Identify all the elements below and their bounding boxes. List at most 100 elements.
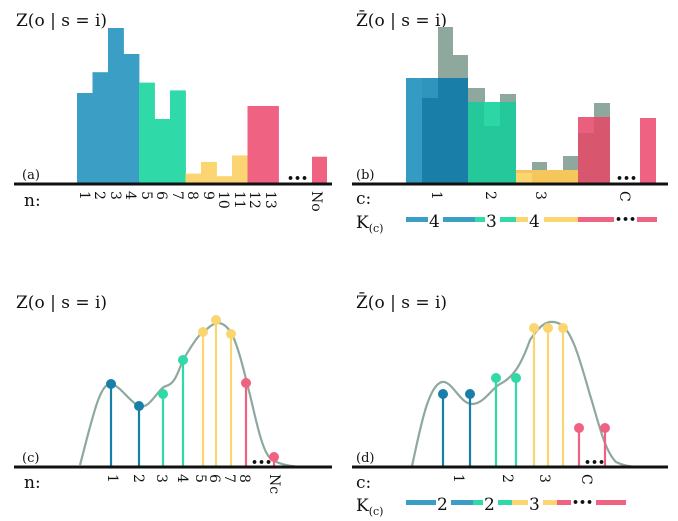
panel-d-tag: (d) (356, 451, 374, 466)
panel-a-bar-last (312, 156, 327, 184)
panel-b-tag: (b) (356, 168, 374, 183)
panel-d-ellipsis: ••• (584, 456, 605, 469)
panel-a-bar (154, 119, 171, 184)
panel-c-tick-label: 8 (236, 474, 252, 483)
panel-a-ellipsis: ••• (287, 172, 308, 185)
panel-d-stem-dot (543, 323, 553, 333)
panel-c-tick-label: 1 (104, 474, 120, 483)
panel-b-gray-2 (453, 55, 468, 78)
panel-c-tick-label: 3 (153, 474, 169, 483)
panel-a-bar (216, 176, 233, 184)
panel-d-stem-dot (511, 373, 521, 383)
panel-b-bar-last (640, 118, 656, 184)
panel-c-stem-dot (106, 379, 116, 389)
panel-d-stem-dot (574, 423, 584, 433)
panel-d-title: Z̄(o | s = i) (356, 291, 447, 313)
panel-d-tick-label: 2 (499, 474, 515, 483)
panel-b-bar-2b (484, 102, 500, 126)
panel-c-tag: (c) (22, 451, 39, 466)
panel-b-tick-label: C (616, 191, 632, 202)
panel-a-bar (247, 106, 264, 184)
panel-c-stem-dot (241, 378, 251, 388)
panel-d-k-seg (596, 500, 626, 505)
panel-c-title: Z(o | s = i) (16, 293, 107, 313)
panel-a-bar (170, 90, 186, 184)
panel-a: Z(o | s = i) (a) ••• n: 1 2 3 4 5 6 7 8 9 10 11 12 1… (14, 11, 332, 212)
panel-d-tick-label: 1 (450, 474, 466, 483)
panel-b-tick-label: 1 (428, 191, 444, 200)
panel-d-tick-label: C (578, 474, 594, 485)
panel-a-tick-label: 13 (262, 191, 278, 209)
panel-d-stem-dot (438, 389, 448, 399)
panel-a-bar (263, 106, 279, 184)
panel-b-k-value-3: 4 (529, 212, 540, 232)
panel-c-stem-dot (134, 401, 144, 411)
panel-b-ellipsis: ••• (616, 172, 637, 185)
panel-a-bar (185, 173, 202, 184)
panel-a-histogram (77, 28, 327, 184)
panel-b-histogram (406, 27, 656, 184)
panel-d-stem-dot (529, 323, 539, 333)
panel-b-bar-4a (578, 117, 594, 133)
panel-b-k-seg (406, 217, 428, 222)
panel-a-bar (123, 54, 140, 184)
panel-b-k-seg (637, 217, 657, 222)
panel-b-gray-7 (594, 103, 610, 117)
panel-d-stem-dot (600, 423, 610, 433)
panel-a-title: Z(o | s = i) (16, 11, 107, 31)
panel-b-gray-4 (500, 94, 516, 102)
panel-a-tick-label: 7 (169, 191, 185, 200)
panel-d-k-seg (451, 500, 473, 505)
panel-d-stem-dot (491, 373, 501, 383)
panel-a-bar (201, 161, 217, 184)
panel-d-k-seg (498, 500, 512, 505)
panel-b: Z̄(o | s = i) (b) ••• (352, 9, 668, 235)
panel-d-stem-dot (558, 323, 568, 333)
panel-c-tick-label: Nc (266, 474, 282, 494)
panel-a-tick-label: 9 (200, 191, 216, 200)
panel-b-gray-1 (438, 27, 453, 78)
panel-a-tick-label: 11 (231, 191, 247, 209)
panel-c-stem-dot (178, 355, 188, 365)
panel-b-ticks: 1 2 3 C (428, 191, 632, 202)
panel-d-k-seg (473, 500, 483, 505)
panel-a-tick-label: 6 (153, 191, 169, 200)
panel-a-tick-label: 12 (246, 191, 262, 209)
panel-b-k-value-1: 4 (429, 212, 440, 232)
panel-a-row-label: n: (24, 191, 41, 211)
panel-b-k-seg (516, 217, 528, 222)
panel-c-tick-label: 2 (130, 474, 146, 483)
panel-a-tick-label: 10 (215, 191, 231, 209)
panel-b-row-label: c: (356, 189, 371, 209)
panel-d-k-seg (512, 500, 528, 505)
panel-c-row-label: n: (24, 473, 41, 493)
panel-b-k-label: K(c) (356, 213, 383, 235)
panel-a-tick-label: 8 (184, 191, 200, 200)
panel-b-k-row: K(c) 4 3 4 ••• (356, 212, 657, 235)
panel-d-k-ellipsis: ••• (572, 496, 593, 509)
panel-b-k-seg (578, 217, 614, 222)
panel-d-stems (438, 323, 610, 467)
panel-a-tick-label: No (308, 191, 324, 212)
panel-d-ticks: 1 2 3 C (450, 474, 594, 485)
panel-b-k-seg (500, 217, 516, 222)
panel-b-title: Z̄(o | s = i) (356, 9, 447, 31)
panel-c-tick-label: 4 (174, 474, 190, 483)
panel-b-bar-1a (406, 78, 422, 184)
panel-c-stem-dot (158, 389, 168, 399)
panel-b-gray-6 (563, 156, 578, 170)
panel-b-k-value-2: 3 (486, 212, 497, 232)
panel-d-k-seg (543, 500, 557, 505)
panel-d-k-row: K(c) 2 2 3 ••• (356, 495, 626, 518)
panel-b-gray-5 (532, 162, 547, 170)
panel-c-ellipsis: ••• (251, 456, 272, 469)
panel-a-bar (108, 28, 124, 184)
panel-b-k-seg (443, 217, 475, 222)
panel-d-k-value-2: 2 (484, 495, 495, 515)
panel-a-tick-label: 4 (122, 191, 138, 200)
panel-d-stem-dot (465, 389, 475, 399)
panel-c-tick-label: 5 (192, 474, 208, 483)
panel-b-bar-3a (516, 173, 532, 184)
panel-a-tick-label: 3 (107, 191, 123, 200)
